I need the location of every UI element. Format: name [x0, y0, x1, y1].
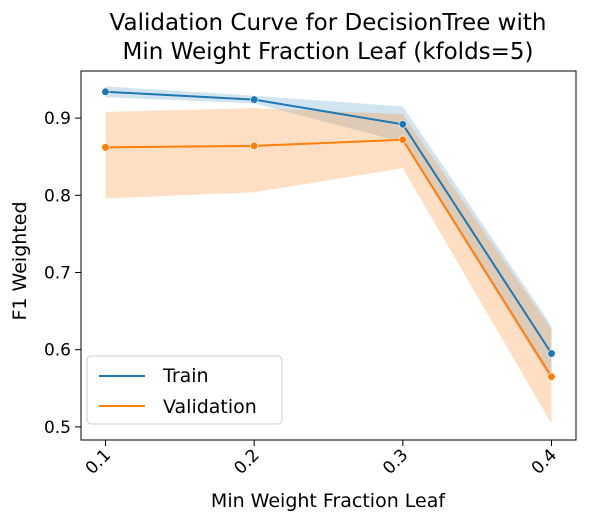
data-point-validation [250, 141, 259, 150]
chart-title: Validation Curve for DecisionTree with M… [110, 10, 547, 65]
series-lines [105, 90, 553, 378]
legend-label-validation: Validation [163, 396, 257, 418]
y-tick-label: 0.6 [44, 341, 71, 361]
series-markers [101, 87, 556, 381]
y-tick-label: 0.9 [44, 109, 71, 129]
confidence-band-validation [105, 108, 552, 424]
data-point-validation [101, 143, 110, 152]
y-axis-label: F1 Weighted [9, 201, 31, 320]
y-tick-label: 0.7 [44, 263, 71, 283]
chart-title-line-1: Validation Curve for DecisionTree with [110, 10, 547, 36]
data-point-train [398, 120, 407, 129]
x-tick-label: 0.3 [379, 445, 412, 478]
chart-title-line-2: Min Weight Fraction Leaf (kfolds=5) [122, 39, 533, 65]
data-point-validation [398, 135, 407, 144]
y-tick-label: 0.5 [44, 418, 71, 438]
plot-frame [80, 70, 577, 441]
series-line-validation [105, 138, 553, 378]
x-axis-label: Min Weight Fraction Leaf [211, 490, 446, 512]
x-tick-label: 0.1 [82, 445, 115, 478]
data-point-train [547, 349, 556, 358]
x-tick-label: 0.2 [230, 445, 263, 478]
y-tick-label: 0.8 [44, 186, 71, 206]
data-point-validation [547, 372, 556, 381]
x-tick-label: 0.4 [528, 445, 561, 478]
series-line-train [105, 90, 553, 355]
axes [75, 70, 577, 446]
legend: Train Validation [86, 355, 283, 425]
data-point-train [250, 95, 259, 104]
data-point-train [101, 87, 110, 96]
legend-label-train: Train [162, 365, 209, 387]
